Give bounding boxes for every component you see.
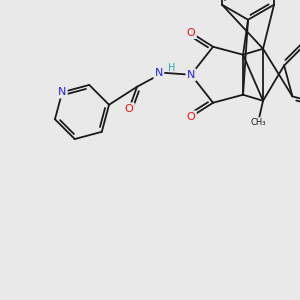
Text: O: O bbox=[187, 112, 195, 122]
Text: CH₃: CH₃ bbox=[250, 118, 266, 127]
Text: O: O bbox=[187, 28, 195, 38]
Text: O: O bbox=[125, 104, 134, 114]
Text: N: N bbox=[187, 70, 195, 80]
Text: H: H bbox=[168, 63, 176, 73]
Text: N: N bbox=[155, 68, 163, 78]
Text: N: N bbox=[58, 87, 66, 97]
